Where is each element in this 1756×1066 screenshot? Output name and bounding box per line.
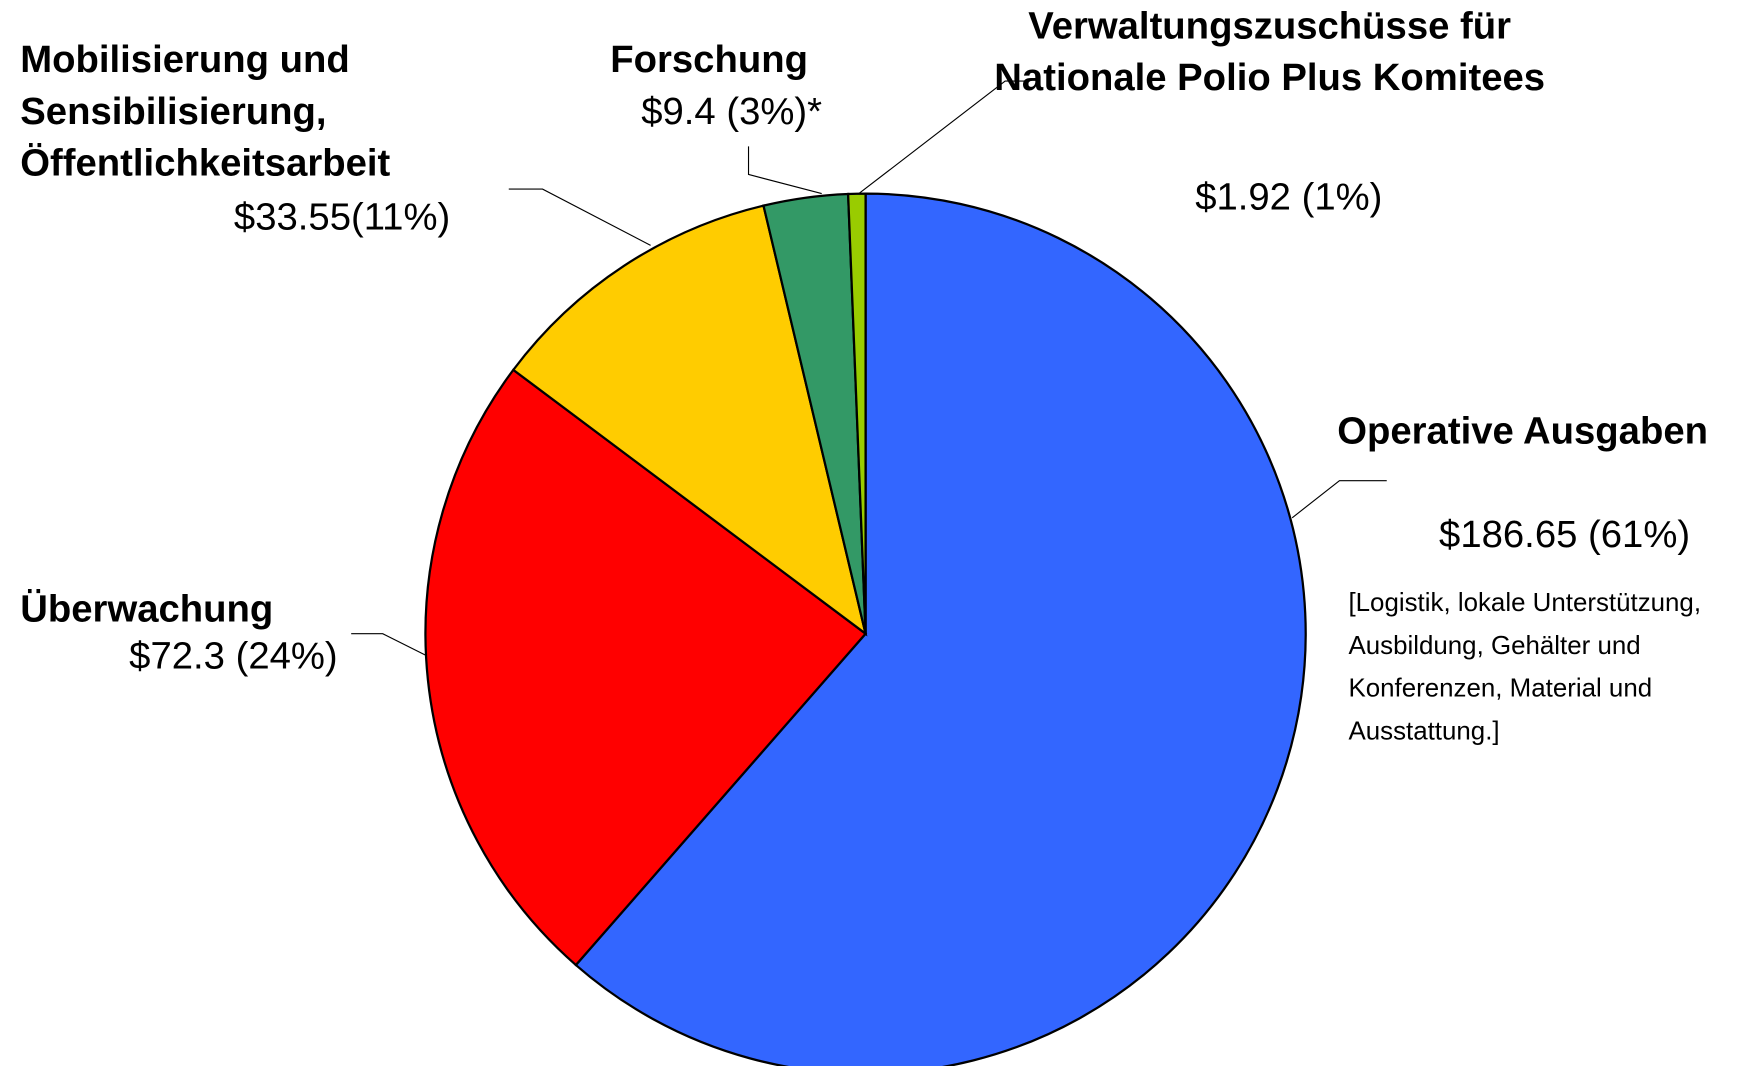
- slice-label: Mobilisierung und Sensibilisierung, Öffe…: [20, 38, 391, 185]
- annotation: [Logistik, lokale Unterstützung, Ausbild…: [1348, 587, 1702, 746]
- leader-line: [351, 633, 426, 656]
- pie-slice: [424, 368, 868, 967]
- slices: [424, 192, 1307, 1066]
- value-label: $72.3 (24%): [129, 634, 338, 678]
- pie-slice: [574, 192, 1307, 1066]
- pie-slice: [511, 204, 868, 637]
- slice-label: Forschung: [610, 38, 808, 82]
- leader-line: [858, 80, 1030, 195]
- slice-label: Überwachung: [20, 587, 274, 631]
- value-label: $33.55(11%): [233, 195, 451, 239]
- value-label: $9.4 (3%)*: [641, 90, 823, 133]
- value-label: $186.65 (61%): [1439, 513, 1691, 557]
- leader-lines: [351, 80, 1387, 656]
- leader-line: [1291, 480, 1387, 519]
- leader-line: [508, 188, 651, 246]
- slice-label: Operative Ausgaben: [1337, 409, 1708, 453]
- value-label: $1.92 (1%): [1195, 175, 1383, 219]
- leader-line: [747, 146, 822, 195]
- slice-label: Verwaltungszuschüsse für Nationale Polio…: [994, 4, 1546, 100]
- pie-slice: [846, 192, 867, 634]
